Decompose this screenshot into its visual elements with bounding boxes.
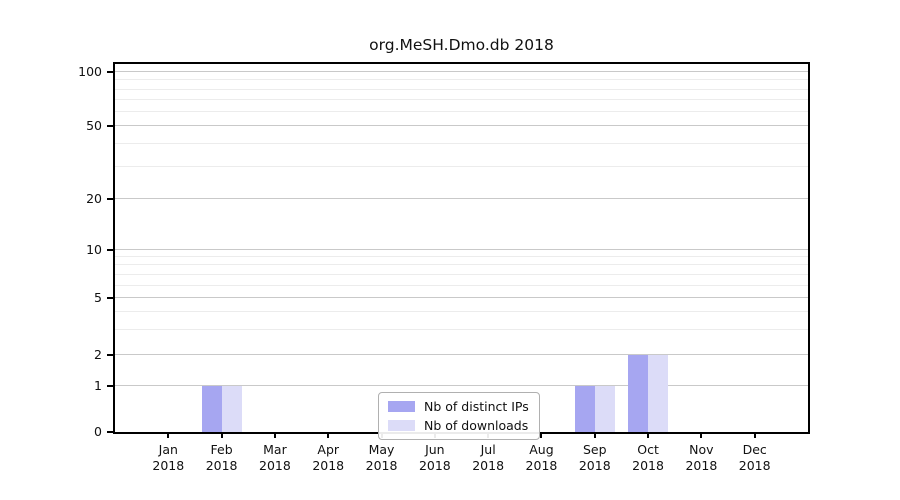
y-tick-50	[107, 125, 113, 128]
x-tick-month: Nov	[689, 442, 714, 457]
x-tick-nov-2018	[700, 432, 703, 438]
bar-nb-of-downloads-feb-2018	[221, 386, 242, 432]
x-tick-year: 2018	[525, 457, 558, 473]
x-tick-year: 2018	[472, 457, 505, 473]
x-tick-month: Jul	[480, 442, 496, 457]
y-tick-label-20: 20	[86, 191, 102, 207]
x-tick-aug-2018	[540, 432, 543, 438]
bar-nb-of-downloads-sep-2018	[594, 386, 615, 432]
y-tick-2	[107, 353, 113, 356]
x-tick-year: 2018	[152, 457, 185, 473]
y-tick-0	[107, 431, 113, 433]
legend: Nb of distinct IPs Nb of downloads	[378, 392, 540, 440]
y-tick-label-1: 1	[94, 378, 102, 394]
x-tick-label-jun-2018: Jun 2018	[400, 442, 470, 473]
x-tick-month: Aug	[529, 442, 554, 457]
x-tick-label-aug-2018: Aug 2018	[506, 442, 576, 473]
gridline-minor	[115, 328, 808, 330]
y-tick-label-10: 10	[86, 241, 102, 257]
x-tick-month: Mar	[263, 442, 287, 457]
bar-nb-of-downloads-oct-2018	[648, 354, 669, 432]
legend-label-distinct-ips: Nb of distinct IPs	[424, 399, 529, 414]
gridline-minor	[115, 284, 808, 286]
x-tick-year: 2018	[365, 457, 398, 473]
gridline-minor	[115, 166, 808, 168]
gridline-2	[115, 353, 808, 355]
gridline-10	[115, 248, 808, 250]
x-tick-month: Apr	[317, 442, 340, 457]
gridline-minor	[115, 79, 808, 81]
gridline-50	[115, 125, 808, 127]
x-tick-month: May	[368, 442, 395, 457]
x-tick-label-jul-2018: Jul 2018	[453, 442, 523, 473]
x-tick-year: 2018	[738, 457, 771, 473]
x-tick-year: 2018	[685, 457, 718, 473]
y-tick-label-0: 0	[94, 424, 102, 439]
legend-swatch-downloads-icon	[388, 420, 415, 431]
x-tick-year: 2018	[259, 457, 291, 473]
x-tick-year: 2018	[632, 457, 664, 473]
legend-swatch-distinct-ips-icon	[388, 401, 415, 412]
y-tick-label-2: 2	[94, 346, 102, 362]
bar-nb-of-distinct-ips-oct-2018	[628, 354, 649, 432]
x-tick-label-oct-2018: Oct 2018	[613, 442, 683, 473]
y-tick-20	[107, 198, 113, 201]
x-tick-mar-2018	[273, 432, 276, 438]
gridline-100	[115, 71, 808, 73]
x-tick-label-mar-2018: Mar 2018	[240, 442, 310, 473]
legend-label-downloads: Nb of downloads	[424, 418, 529, 433]
y-tick-5	[107, 297, 113, 300]
gridline-20	[115, 198, 808, 200]
y-tick-1	[107, 385, 113, 388]
x-tick-year: 2018	[418, 457, 451, 473]
x-tick-year: 2018	[578, 457, 611, 473]
x-tick-label-apr-2018: Apr 2018	[293, 442, 363, 473]
gridline-minor	[115, 98, 808, 100]
y-tick-10	[107, 248, 113, 251]
x-tick-sep-2018	[593, 432, 596, 438]
y-tick-label-100: 100	[78, 64, 102, 80]
x-tick-month: Oct	[637, 442, 659, 457]
legend-row: Nb of distinct IPs	[388, 399, 529, 414]
x-tick-month: Jan	[158, 442, 178, 457]
x-tick-label-dec-2018: Dec 2018	[720, 442, 790, 473]
gridline-minor	[115, 143, 808, 145]
x-tick-apr-2018	[327, 432, 330, 438]
y-tick-100	[107, 71, 113, 74]
x-tick-month: Jun	[425, 442, 445, 457]
x-tick-jan-2018	[167, 432, 170, 438]
bar-nb-of-distinct-ips-feb-2018	[201, 386, 222, 432]
x-tick-oct-2018	[647, 432, 650, 438]
bar-nb-of-distinct-ips-sep-2018	[574, 386, 595, 432]
gridline-minor	[115, 273, 808, 275]
gridline-1	[115, 385, 808, 387]
x-tick-label-nov-2018: Nov 2018	[666, 442, 736, 473]
x-tick-label-sep-2018: Sep 2018	[560, 442, 630, 473]
gridline-minor	[115, 264, 808, 266]
x-tick-month: Dec	[742, 442, 767, 457]
x-tick-year: 2018	[205, 457, 238, 473]
x-tick-month: Feb	[210, 442, 233, 457]
x-tick-feb-2018	[220, 432, 223, 438]
x-tick-label-may-2018: May 2018	[347, 442, 417, 473]
gridline-minor	[115, 311, 808, 313]
gridline-5	[115, 297, 808, 299]
x-tick-dec-2018	[753, 432, 756, 438]
chart-title: org.MeSH.Dmo.db 2018	[369, 36, 554, 54]
gridline-minor	[115, 110, 808, 112]
x-tick-month: Sep	[582, 442, 607, 457]
x-tick-label-jan-2018: Jan 2018	[133, 442, 203, 473]
x-tick-label-feb-2018: Feb 2018	[187, 442, 257, 473]
y-tick-label-5: 5	[94, 290, 102, 306]
y-tick-label-50: 50	[86, 118, 102, 134]
legend-row: Nb of downloads	[388, 418, 529, 433]
gridline-minor	[115, 256, 808, 258]
plot-area	[113, 62, 810, 434]
gridline-minor	[115, 88, 808, 90]
x-tick-year: 2018	[312, 457, 345, 473]
